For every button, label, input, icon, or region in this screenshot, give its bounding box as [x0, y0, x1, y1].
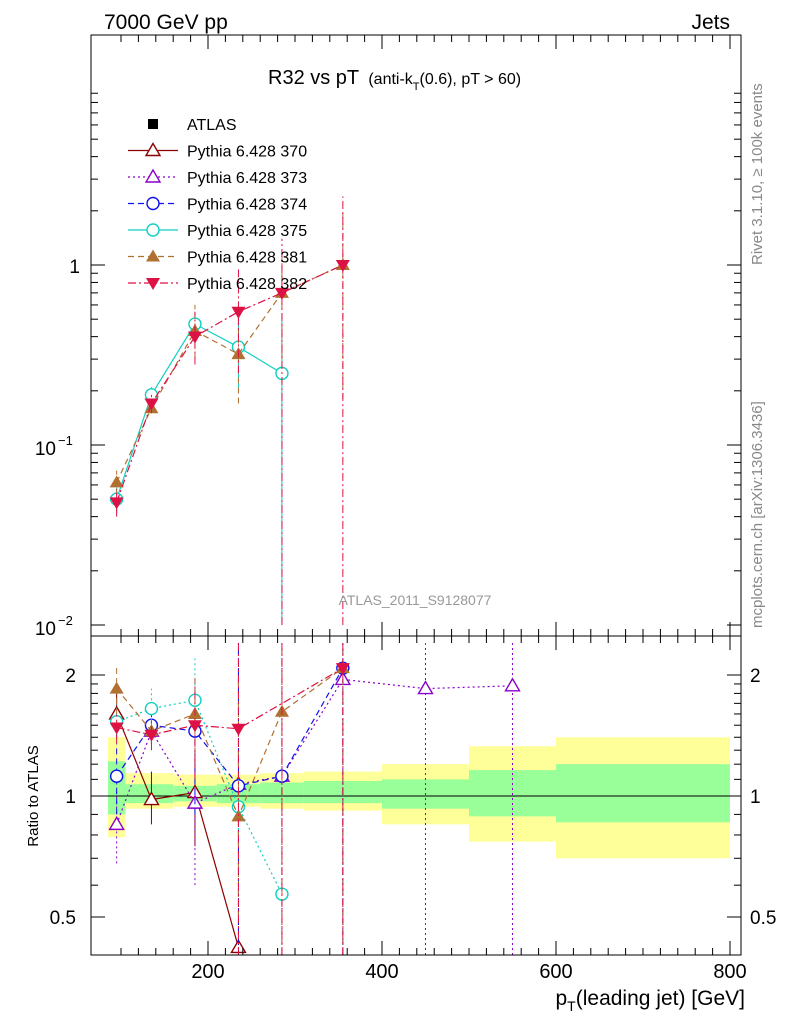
main-point-6-4	[274, 287, 289, 300]
ratio-point-5-0	[109, 722, 124, 735]
xtick-label-400: 400	[365, 961, 398, 983]
legend-entry-3: Pythia 6.428 374	[128, 197, 307, 214]
ratio-point-3-1	[144, 701, 159, 716]
x-axis-label: pT(leading jet) [GeV]	[555, 987, 745, 1014]
ratio-ytick-label-1-right: 1	[750, 787, 761, 808]
xtick-label-200: 200	[191, 961, 224, 983]
ratio-line-2	[116, 667, 344, 787]
legend-marker-4	[146, 223, 160, 237]
ratio-point-2-0	[109, 769, 124, 783]
ratio-point-0-1	[143, 791, 160, 806]
main-line-4	[116, 323, 283, 500]
legend-label-4: Pythia 6.428 375	[187, 223, 307, 240]
x-axis-label-p: p	[555, 987, 567, 1010]
main-line-6	[116, 264, 344, 503]
xtick-label-800: 800	[713, 961, 746, 983]
main-y-tick-labels: 1 10 −1 10 −2	[35, 257, 80, 640]
ratio-point-1-6	[417, 680, 434, 695]
analysis-watermark: ATLAS_2011_S9128077	[339, 592, 492, 608]
legend-entry-6: Pythia 6.428 382	[128, 276, 307, 293]
ratio-point-1-0	[108, 815, 125, 831]
ytick-label-0.1-base: 10	[35, 439, 56, 460]
ratio-point-5-4	[335, 663, 350, 676]
ratio-ytick-label-2-right: 2	[750, 666, 761, 687]
ratio-y-axis-label: Ratio to ATLAS	[25, 745, 42, 846]
main-point-6-0	[109, 497, 124, 510]
main-point-6-5	[335, 260, 350, 272]
ytick-label-0.01-base: 10	[35, 619, 56, 640]
ratio-ytick-label-0.5-right: 0.5	[750, 908, 776, 929]
legend-marker-0	[148, 119, 158, 129]
legend-label-0: ATLAS	[187, 117, 237, 134]
legend-label-6: Pythia 6.428 382	[187, 276, 307, 293]
main-point-5-0	[109, 475, 124, 488]
legend-label-1: Pythia 6.428 370	[187, 144, 307, 161]
ratio-point-5-1	[144, 729, 159, 742]
legend-entry-1: Pythia 6.428 370	[128, 142, 307, 161]
legend-marker-3	[146, 196, 160, 211]
ratio-ytick-label-0.5: 0.5	[50, 908, 76, 929]
legend: ATLAS Pythia 6.428 370 Pythia 6.428 373 Pyt…	[128, 117, 307, 293]
chart-title-sub-t: T	[413, 81, 420, 93]
x-axis-label-rest: (leading jet) [GeV]	[576, 987, 745, 1010]
ratio-ytick-label-1: 1	[65, 787, 76, 808]
energy-label: 7000 GeV pp	[104, 11, 228, 34]
main-series	[109, 196, 350, 625]
main-y-ticks	[91, 35, 741, 636]
legend-label-3: Pythia 6.428 374	[187, 197, 307, 214]
rivet-version-label: Rivet 3.1.10, ≥ 100k events	[749, 83, 766, 265]
legend-marker-1	[144, 142, 162, 157]
jets-label: Jets	[691, 11, 730, 34]
chart-title-sub: (anti-k	[368, 71, 413, 88]
mcplots-label: mcplots.cern.ch [arXiv:1306.3436]	[749, 401, 766, 628]
ratio-band-inner-8	[556, 764, 730, 823]
ratio-series	[108, 643, 521, 955]
legend-entry-0: ATLAS	[148, 117, 237, 134]
ytick-label-1: 1	[69, 257, 80, 278]
xtick-label-600: 600	[539, 961, 572, 983]
main-series-4	[109, 304, 289, 625]
main-series-6	[109, 196, 350, 625]
ratio-line-0	[116, 713, 240, 948]
ratio-series-0	[108, 693, 247, 954]
main-point-6-3	[231, 306, 246, 319]
legend-label-5: Pythia 6.428 381	[187, 250, 307, 267]
legend-entry-4: Pythia 6.428 375	[128, 223, 307, 240]
legend-marker-5	[146, 249, 160, 262]
legend-label-2: Pythia 6.428 373	[187, 170, 307, 187]
main-panel: 1 10 −1 10 −2 R32 vs pT (anti-kT(0.6), p…	[35, 34, 742, 640]
ytick-label-0.01: 10	[35, 619, 56, 640]
ytick-label-0.01-exp: −2	[58, 613, 73, 628]
ratio-point-5-2	[187, 720, 202, 733]
chart-title: R32 vs pT (anti-kT(0.6), pT > 60)	[268, 67, 521, 93]
ratio-line-4	[116, 667, 344, 818]
legend-entry-5: Pythia 6.428 381	[128, 249, 307, 267]
main-line-5	[116, 264, 344, 483]
ratio-panel: 2 1 0.5 2 1 0.5 Ratio to ATLAS 200 400 6…	[25, 635, 776, 1014]
ratio-point-4-0	[109, 681, 124, 694]
ratio-ticks	[91, 636, 741, 955]
ytick-label-0.1: 10	[35, 439, 56, 460]
chart-title-main: R32 vs pT	[268, 67, 359, 89]
main-point-6-1	[144, 398, 159, 411]
legend-marker-2	[144, 168, 162, 183]
ratio-series-5	[109, 643, 350, 955]
legend-marker-6	[146, 278, 160, 290]
x-axis-label-sub: T	[567, 998, 576, 1014]
legend-entry-2: Pythia 6.428 373	[128, 168, 307, 187]
ratio-ytick-label-2: 2	[65, 666, 76, 687]
ratio-point-1-7	[504, 677, 521, 692]
ratio-point-5-3	[231, 723, 246, 736]
main-point-6-2	[187, 331, 202, 344]
ytick-label-0.1-exp: −1	[58, 433, 73, 448]
chart-title-sub-rest: (0.6), pT > 60)	[420, 71, 522, 88]
